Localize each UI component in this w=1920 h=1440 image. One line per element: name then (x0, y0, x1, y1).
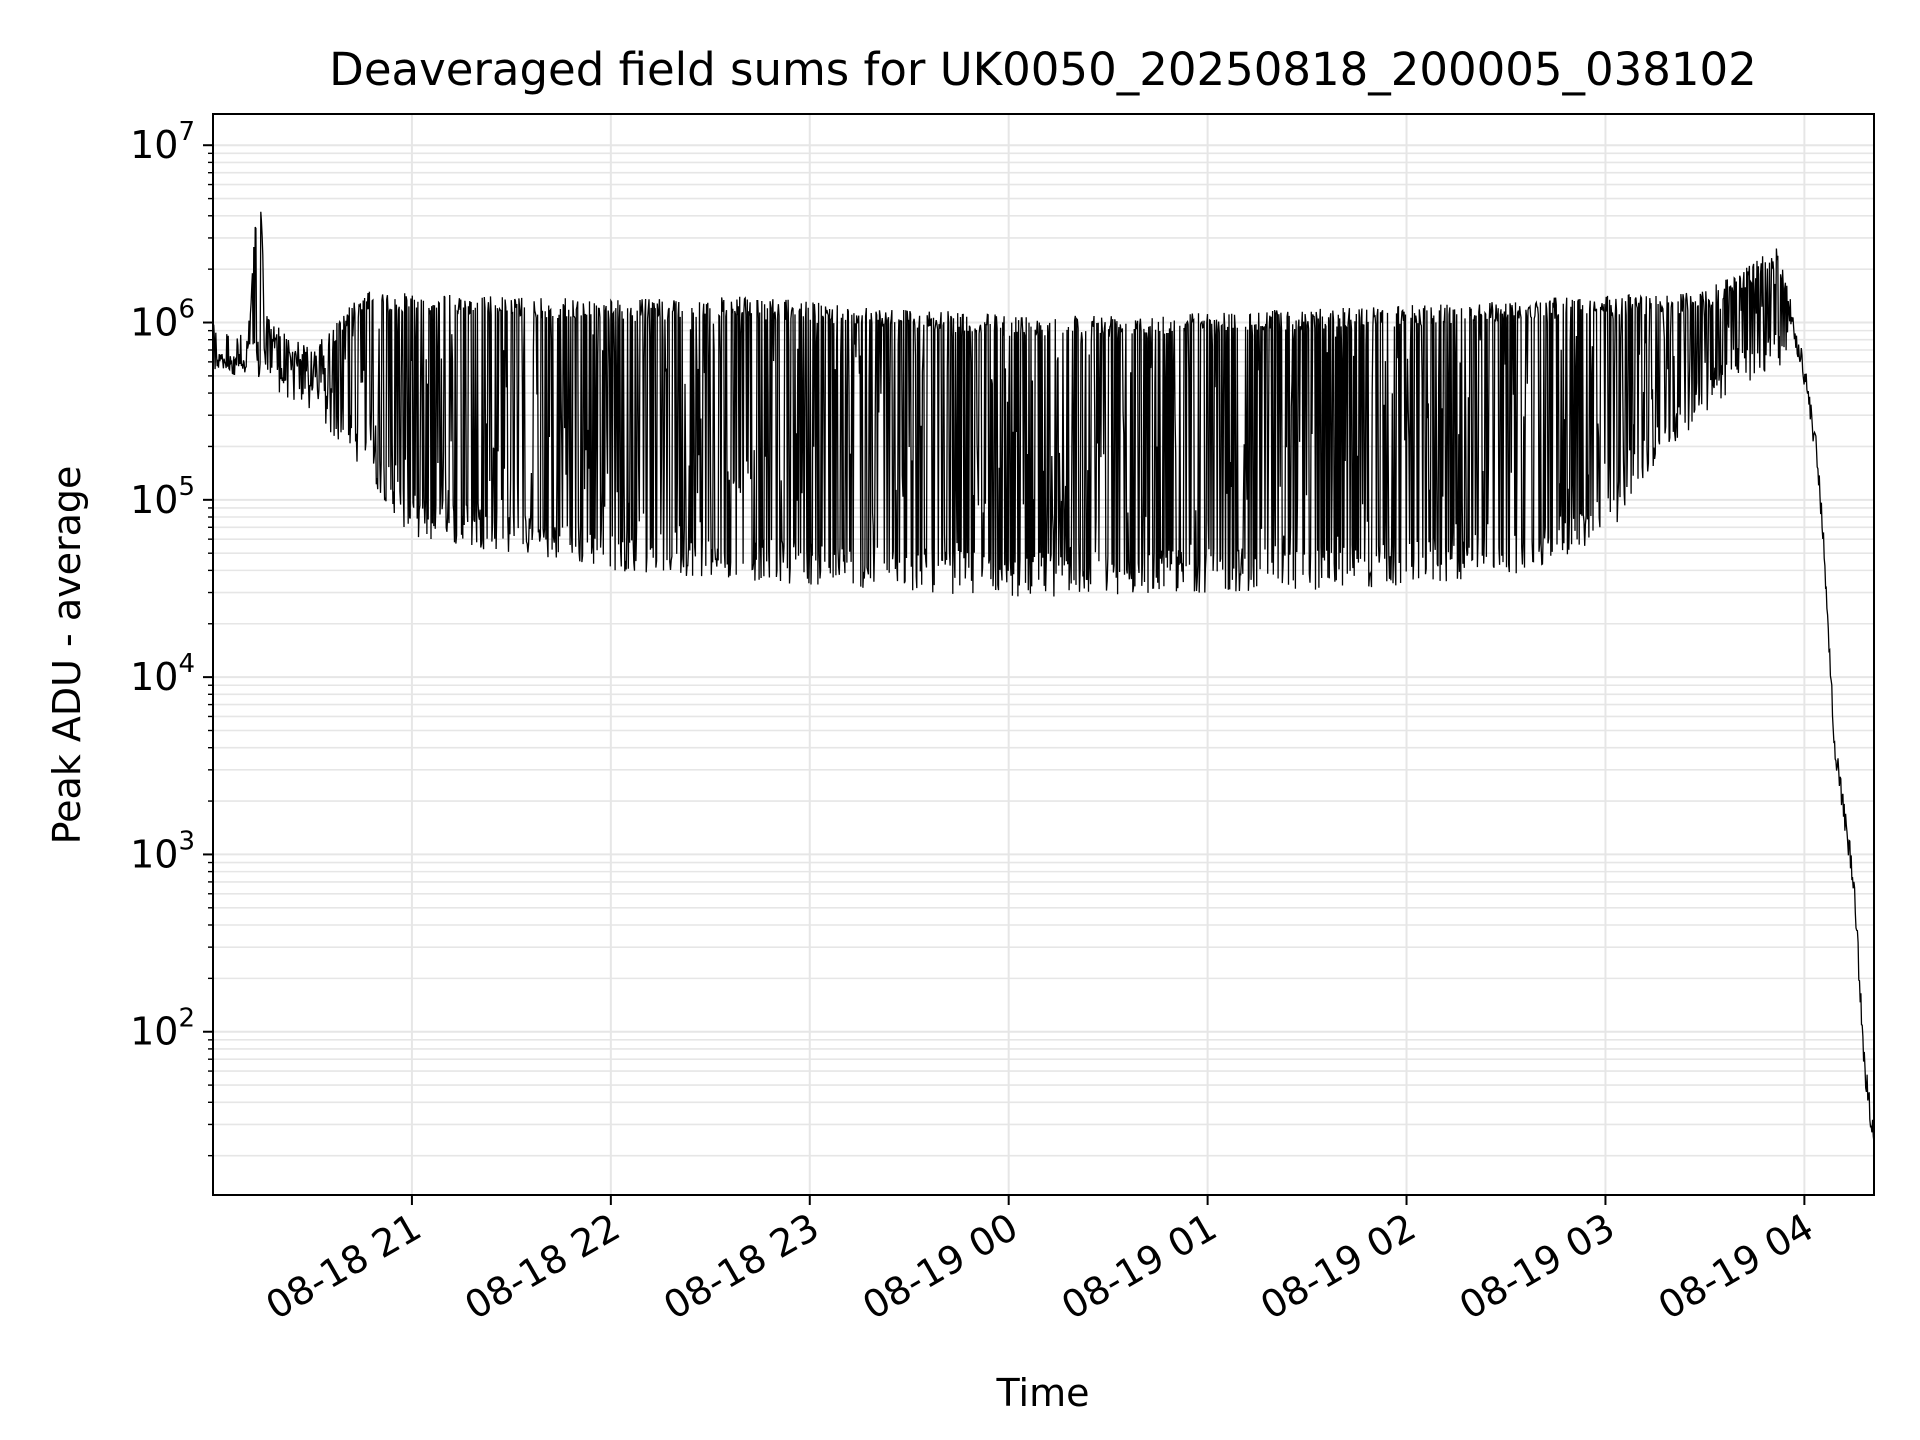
y-axis-label: Peak ADU - average (45, 466, 89, 845)
y-tick-label: 105 (130, 472, 195, 522)
chart-title: Deaveraged field sums for UK0050_2025081… (329, 43, 1757, 96)
y-axis: 102 103 104 105 106 107 (130, 117, 213, 1157)
y-tick-label: 107 (130, 117, 195, 167)
y-tick-label: 103 (130, 826, 195, 876)
x-axis-label: Time (996, 1371, 1090, 1415)
plot-frame (212, 113, 1875, 1196)
y-tick-label: 106 (130, 295, 195, 345)
plot-area (213, 211, 1874, 1143)
series-line (213, 211, 1874, 1143)
y-tick-label: 104 (130, 649, 195, 699)
y-tick-label: 102 (130, 1004, 195, 1054)
